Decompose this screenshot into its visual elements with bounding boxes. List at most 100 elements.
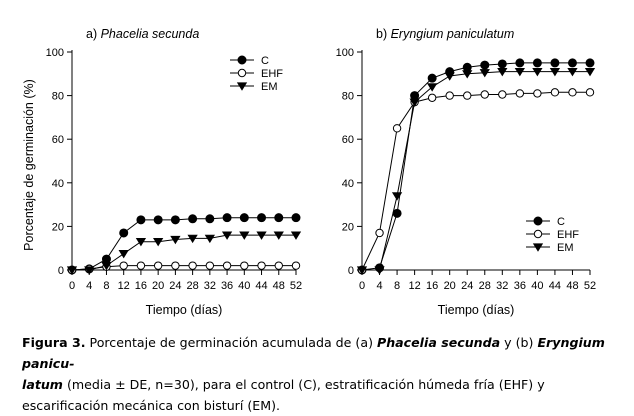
data-point-ehf bbox=[498, 90, 507, 99]
data-point-em bbox=[391, 192, 403, 201]
data-point-ehf bbox=[533, 89, 542, 98]
data-point-c bbox=[222, 213, 232, 223]
data-point-em bbox=[567, 68, 578, 77]
y-tick-label: 100 bbox=[336, 47, 354, 59]
data-point-em bbox=[409, 98, 420, 107]
chart-title: b) Eryngium paniculatum bbox=[376, 27, 514, 41]
data-point-em bbox=[584, 68, 596, 77]
legend-marker-em bbox=[532, 243, 544, 252]
data-point-c bbox=[153, 215, 163, 225]
data-point-ehf bbox=[445, 91, 454, 100]
data-point-c bbox=[188, 214, 198, 224]
x-tick-label: 16 bbox=[426, 280, 438, 292]
data-point-em bbox=[479, 69, 490, 78]
x-axis-label: Tiempo (días) bbox=[438, 303, 515, 317]
caption-label: Figura 3. bbox=[22, 335, 86, 350]
data-point-ehf bbox=[153, 261, 163, 270]
y-tick-label: 40 bbox=[52, 178, 64, 190]
x-tick-label: 36 bbox=[221, 280, 233, 292]
data-point-em bbox=[514, 68, 525, 77]
x-tick-label: 40 bbox=[238, 280, 250, 292]
y-tick-label: 80 bbox=[52, 91, 64, 103]
chart-panel-b: 0 4 8 12 16 20 24 28 32 36 40 44 48 52020406080100b) … bbox=[336, 27, 596, 317]
legend-label-c: C bbox=[557, 216, 565, 228]
data-point-c bbox=[462, 62, 472, 72]
chart-title-prefix: a) bbox=[86, 27, 101, 41]
legend-marker-ehf bbox=[237, 68, 247, 78]
x-tick-label: 4 bbox=[376, 280, 382, 292]
data-point-c bbox=[427, 73, 437, 83]
series-line-em bbox=[362, 71, 590, 271]
data-point-em bbox=[374, 266, 385, 275]
x-axis-label: Tiempo (días) bbox=[146, 303, 223, 317]
data-point-em bbox=[66, 266, 78, 275]
y-tick-label: 80 bbox=[342, 91, 354, 103]
data-point-ehf bbox=[119, 261, 128, 270]
data-point-ehf bbox=[463, 91, 472, 100]
legend-marker-c bbox=[533, 216, 543, 226]
data-point-c bbox=[585, 58, 595, 68]
caption-text-1: Porcentaje de germinación acumulada de (… bbox=[85, 335, 377, 350]
x-tick-label: 36 bbox=[514, 280, 526, 292]
data-point-c bbox=[205, 214, 215, 224]
data-point-ehf bbox=[480, 90, 489, 99]
figure: 0 4 8 12 16 20 24 28 32 36 40 44 48 52020406080100a) … bbox=[22, 27, 596, 317]
x-tick-label: 32 bbox=[204, 280, 216, 292]
data-point-ehf bbox=[188, 261, 197, 270]
data-point-ehf bbox=[136, 261, 146, 270]
data-point-em bbox=[290, 231, 302, 240]
caption-species-a: Phacelia secunda bbox=[376, 335, 501, 350]
x-tick-label: 48 bbox=[566, 280, 578, 292]
caption-text-3: (media ± DE, n=30), para el control (C),… bbox=[22, 377, 545, 413]
x-tick-label: 52 bbox=[290, 280, 302, 292]
data-point-c bbox=[480, 60, 490, 70]
chart-title-prefix: b) bbox=[376, 27, 391, 41]
caption-species-b-line1: Eryngium panicu- bbox=[22, 335, 605, 371]
data-point-c bbox=[497, 59, 507, 69]
x-tick-label: 44 bbox=[255, 280, 267, 292]
x-tick-label: 32 bbox=[496, 280, 508, 292]
y-tick-label: 40 bbox=[342, 178, 354, 190]
data-point-em bbox=[84, 266, 95, 275]
x-tick-label: 24 bbox=[169, 280, 181, 292]
data-point-c bbox=[136, 215, 146, 225]
chart-panel-a: 0 4 8 12 16 20 24 28 32 36 40 44 48 52020406080100a) … bbox=[22, 27, 302, 317]
data-point-em bbox=[427, 83, 438, 92]
data-point-em bbox=[273, 231, 284, 240]
data-point-ehf bbox=[257, 261, 266, 270]
x-tick-label: 20 bbox=[444, 280, 456, 292]
x-tick-label: 20 bbox=[152, 280, 164, 292]
data-point-c bbox=[567, 58, 577, 68]
y-tick-label: 100 bbox=[46, 47, 64, 59]
chart-title: a) Phacelia secunda bbox=[86, 27, 199, 41]
data-point-em bbox=[101, 262, 112, 271]
data-point-c bbox=[532, 58, 542, 68]
legend-label-ehf: EHF bbox=[557, 229, 579, 241]
legend-label-em: EM bbox=[557, 242, 574, 254]
data-point-c bbox=[101, 254, 111, 264]
data-point-em bbox=[187, 234, 198, 244]
data-point-c bbox=[392, 208, 402, 218]
y-tick-label: 60 bbox=[342, 134, 354, 146]
x-tick-label: 28 bbox=[479, 280, 491, 292]
legend-marker-ehf bbox=[533, 229, 543, 239]
data-point-c bbox=[515, 58, 525, 68]
caption-species-b: Eryngium panicu-latum bbox=[22, 335, 605, 392]
x-tick-label: 16 bbox=[135, 280, 147, 292]
chart-title-species: Phacelia secunda bbox=[101, 27, 200, 41]
caption-species-b-line2: latum bbox=[22, 377, 63, 392]
x-tick-label: 0 bbox=[359, 280, 365, 292]
caption-text-2: y (b) bbox=[500, 335, 538, 350]
data-point-c bbox=[291, 213, 301, 223]
data-point-ehf bbox=[375, 228, 384, 238]
data-point-ehf bbox=[427, 93, 437, 102]
x-tick-label: 8 bbox=[394, 280, 400, 292]
data-point-ehf bbox=[515, 89, 525, 98]
x-tick-label: 8 bbox=[103, 280, 109, 292]
figure-caption: Figura 3. Porcentaje de germinación acum… bbox=[22, 332, 612, 416]
legend-label-ehf: EHF bbox=[261, 68, 283, 80]
data-point-em bbox=[239, 231, 250, 240]
data-point-c bbox=[170, 215, 180, 225]
x-tick-label: 52 bbox=[584, 280, 596, 292]
x-tick-label: 12 bbox=[118, 280, 130, 292]
